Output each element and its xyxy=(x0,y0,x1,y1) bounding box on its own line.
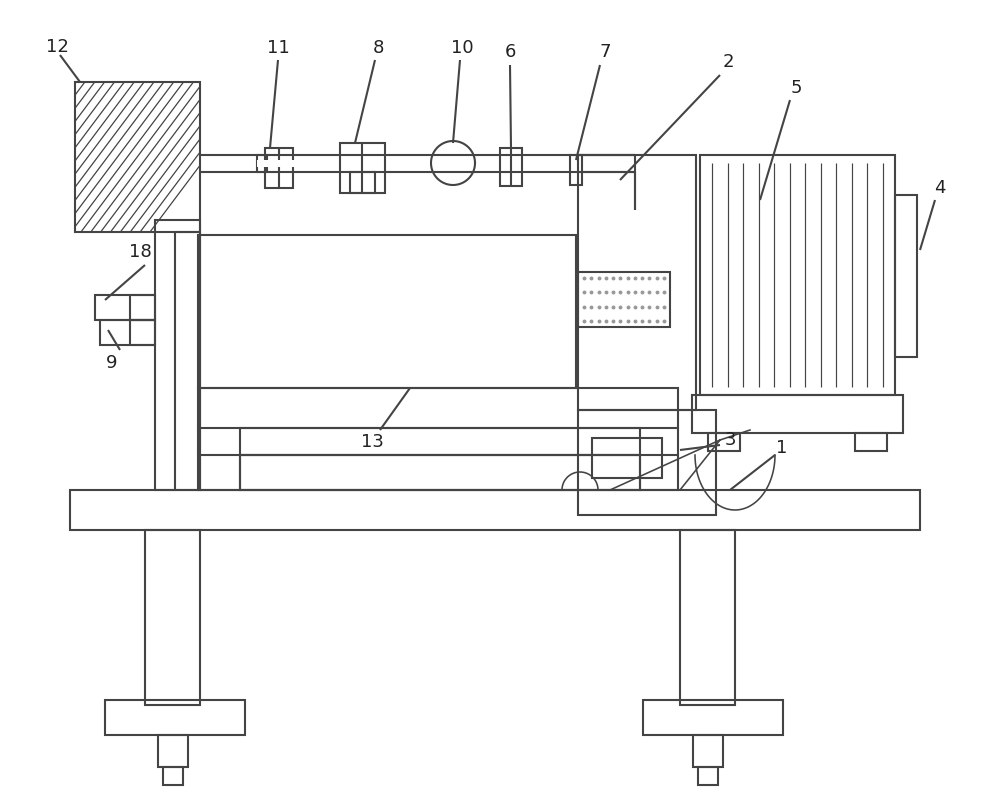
Bar xyxy=(895,195,917,357)
Text: 1: 1 xyxy=(776,439,788,457)
Bar xyxy=(708,433,740,451)
Bar xyxy=(570,155,582,185)
Bar xyxy=(163,767,183,785)
Bar xyxy=(75,82,200,232)
Bar xyxy=(340,143,385,193)
Bar xyxy=(578,272,670,327)
Text: 10: 10 xyxy=(451,39,473,57)
Bar xyxy=(95,295,155,320)
Bar xyxy=(643,700,783,735)
Bar xyxy=(257,155,267,172)
Bar xyxy=(350,172,375,193)
Text: 6: 6 xyxy=(504,43,516,61)
Bar xyxy=(693,735,723,767)
Bar xyxy=(70,490,920,530)
Text: 4: 4 xyxy=(934,179,946,197)
Bar xyxy=(578,155,696,410)
Bar xyxy=(500,148,522,186)
Text: 7: 7 xyxy=(599,43,611,61)
Text: 8: 8 xyxy=(372,39,384,57)
Bar xyxy=(692,395,903,433)
Bar xyxy=(700,155,895,395)
Bar xyxy=(592,438,662,478)
Text: 5: 5 xyxy=(790,79,802,97)
Text: 9: 9 xyxy=(106,354,118,372)
Bar xyxy=(257,160,301,167)
Text: 11: 11 xyxy=(267,39,289,57)
Bar xyxy=(240,455,640,490)
Bar xyxy=(145,530,200,705)
Text: 12: 12 xyxy=(46,38,68,56)
Bar xyxy=(198,455,678,490)
Bar xyxy=(155,220,200,490)
Text: 18: 18 xyxy=(129,243,151,261)
Bar xyxy=(578,410,716,515)
Bar xyxy=(105,700,245,735)
Bar xyxy=(100,320,155,345)
Bar xyxy=(680,530,735,705)
Text: 3: 3 xyxy=(724,431,736,449)
Bar xyxy=(158,735,188,767)
Bar xyxy=(855,433,887,451)
Bar xyxy=(698,767,718,785)
Bar xyxy=(240,428,640,455)
Bar xyxy=(265,148,293,188)
Bar xyxy=(198,235,576,388)
Text: 2: 2 xyxy=(722,53,734,71)
Text: 13: 13 xyxy=(361,433,383,451)
Bar xyxy=(198,388,678,428)
